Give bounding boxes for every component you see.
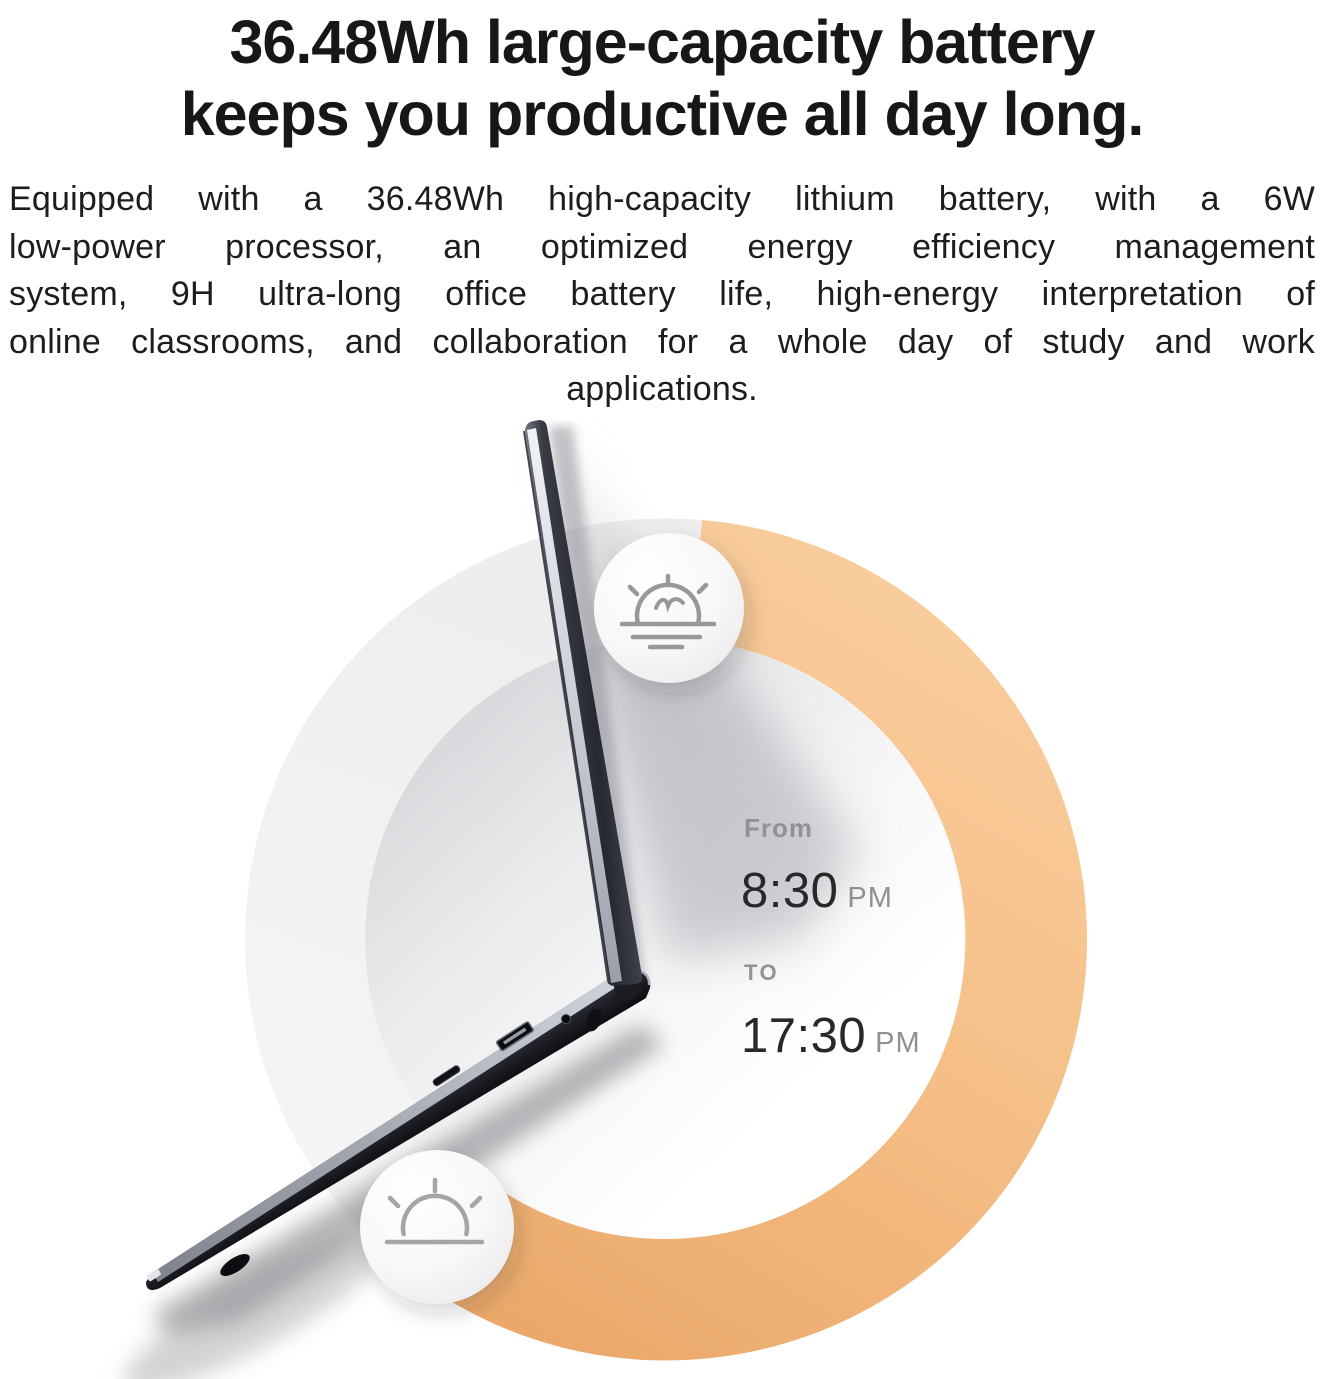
laptop-tip-shadow [122, 1234, 388, 1379]
to-meridiem: PM [875, 1027, 921, 1059]
ring-orange-segment [404, 520, 1087, 1361]
laptop-base-top-rim [152, 978, 618, 1282]
laptop-lid [523, 420, 643, 986]
page-title: 36.48Wh large-capacity battery keeps you… [0, 0, 1324, 150]
paragraph-line: online classrooms, and collaboration for… [9, 322, 1315, 361]
laptop-base [146, 969, 651, 1290]
paragraph-line: Equipped with a 36.48Wh high-capacity li… [9, 180, 1315, 218]
to-time-row: 17:30 PM [741, 1008, 921, 1064]
paragraph-line: low-power processor, an optimized energy… [9, 227, 1315, 266]
sun-over-water-icon [619, 573, 717, 650]
laptop-lid-shadow-inner [549, 426, 645, 988]
laptop-lid-silver-edge [527, 428, 622, 983]
from-time-row: 8:30 PM [741, 863, 893, 919]
battery-clock-illustration [122, 420, 1087, 1379]
ring-gray-segment [244, 518, 702, 1269]
description-paragraph: Equipped with a 36.48Wh high-capacity li… [0, 176, 1324, 414]
to-time: 17:30 [741, 1009, 867, 1063]
paragraph-line: system, 9H ultra-long office battery lif… [9, 275, 1315, 313]
battery-clock-graphic: From 8:30 PM TO 17:30 PM [0, 420, 1324, 1379]
rubber-foot-front [220, 1254, 250, 1276]
headline-line2: keeps you productive all day long. [180, 80, 1145, 148]
sd-card-slot [432, 1065, 461, 1087]
headphone-jack [561, 1014, 571, 1024]
from-meridiem: PM [847, 882, 893, 914]
from-label: From [744, 813, 813, 843]
bird-glyph [654, 597, 685, 613]
tip-latch [146, 1269, 161, 1282]
headline-line1: 36.48Wh large-capacity battery [229, 8, 1095, 76]
paragraph-line: applications. [566, 370, 758, 408]
bottom-badge [360, 1150, 514, 1304]
from-time: 8:30 [741, 864, 839, 918]
rubber-foot-rear [586, 1008, 602, 1032]
sunrise-icon [384, 1177, 485, 1245]
to-label: TO [744, 960, 780, 985]
usb-port [496, 1021, 534, 1052]
